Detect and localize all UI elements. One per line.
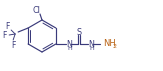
Text: F: F [2, 31, 6, 39]
Text: F: F [5, 22, 9, 31]
Text: 2: 2 [112, 44, 116, 48]
Text: S: S [76, 27, 82, 36]
Text: H: H [89, 47, 94, 51]
Text: N: N [66, 39, 72, 48]
Text: N: N [88, 39, 94, 48]
Text: Cl: Cl [32, 5, 40, 14]
Text: NH: NH [103, 38, 116, 47]
Text: H: H [67, 47, 72, 51]
Text: F: F [11, 40, 15, 49]
